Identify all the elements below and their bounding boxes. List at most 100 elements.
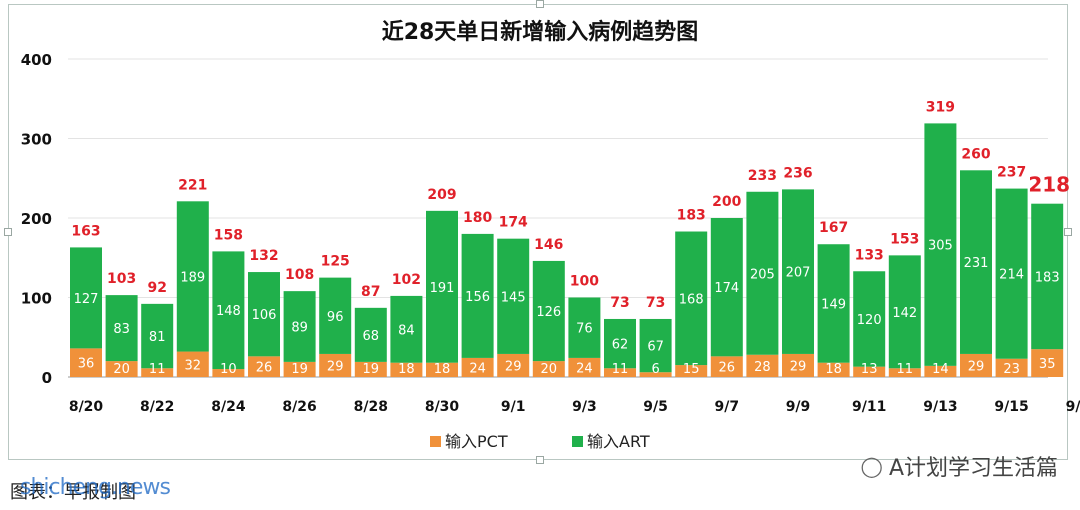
data-label-art-27: 183 <box>1035 270 1060 285</box>
x-tick-label-0: 8/20 <box>69 399 104 415</box>
data-label-total-14: 100 <box>570 274 599 290</box>
x-tick-label-13: 9/15 <box>994 399 1028 415</box>
bar-pct-21 <box>817 362 850 377</box>
bar-art-9 <box>390 295 423 363</box>
data-label-total-24: 319 <box>926 99 955 115</box>
data-label-art-13: 126 <box>536 305 561 320</box>
y-tick-label-3: 300 <box>21 131 52 149</box>
bar-pct-22 <box>853 366 886 377</box>
resize-handle-right[interactable] <box>1064 228 1072 236</box>
bar-art-26 <box>995 188 1028 359</box>
data-label-pct-5: 26 <box>256 361 273 376</box>
bar-art-21 <box>817 244 850 363</box>
data-label-pct-3: 32 <box>185 358 202 373</box>
data-label-total-16: 73 <box>646 295 665 311</box>
data-label-total-0: 163 <box>71 223 100 239</box>
x-tick-label-4: 8/28 <box>354 399 388 415</box>
data-label-total-8: 87 <box>361 284 380 300</box>
data-label-art-26: 214 <box>999 268 1024 283</box>
data-label-art-19: 205 <box>750 267 775 282</box>
data-label-art-6: 89 <box>291 321 308 336</box>
resize-handle-bottom[interactable] <box>536 456 544 464</box>
resize-handle-left[interactable] <box>4 228 12 236</box>
bar-pct-23 <box>888 368 921 377</box>
data-label-total-26: 237 <box>997 165 1026 181</box>
bar-art-25 <box>960 170 992 354</box>
data-label-pct-8: 19 <box>363 362 380 377</box>
data-label-pct-6: 19 <box>291 362 308 377</box>
data-label-total-10: 209 <box>427 187 456 203</box>
bar-pct-19 <box>746 354 779 377</box>
x-tick-label-2: 8/24 <box>211 399 246 415</box>
bar-pct-18 <box>710 356 743 377</box>
data-label-pct-17: 15 <box>683 362 700 377</box>
bar-art-23 <box>888 255 921 369</box>
data-label-pct-4: 10 <box>220 362 237 377</box>
data-label-pct-18: 26 <box>719 361 736 376</box>
bar-art-0 <box>70 247 102 349</box>
bar-pct-11 <box>461 357 494 377</box>
data-label-total-23: 153 <box>890 231 919 247</box>
x-tick-label-7: 9/3 <box>572 399 597 415</box>
data-label-pct-19: 28 <box>754 360 771 375</box>
data-label-pct-20: 29 <box>790 359 807 374</box>
bar-art-20 <box>782 189 814 354</box>
data-label-total-6: 108 <box>285 267 314 283</box>
x-tick-label-6: 9/1 <box>501 399 526 415</box>
data-label-art-7: 96 <box>327 310 344 325</box>
data-label-art-11: 156 <box>465 290 490 305</box>
bar-pct-5 <box>248 356 280 377</box>
x-tick-label-8: 9/5 <box>643 399 668 415</box>
bar-art-8 <box>354 307 387 362</box>
resize-handle-top[interactable] <box>536 0 544 8</box>
bar-pct-10 <box>426 362 458 377</box>
bar-pct-15 <box>604 368 636 377</box>
data-label-art-12: 145 <box>501 290 526 305</box>
x-tick-label-9: 9/7 <box>714 399 739 415</box>
watermark-text: A计划学习生活篇 <box>888 456 1058 481</box>
data-label-art-17: 168 <box>679 292 704 307</box>
data-label-pct-2: 11 <box>149 362 166 377</box>
data-label-pct-16: 6 <box>651 362 659 377</box>
data-label-total-20: 236 <box>783 165 812 181</box>
data-label-total-15: 73 <box>610 295 629 311</box>
bar-pct-26 <box>995 358 1028 377</box>
data-label-art-10: 191 <box>430 281 455 296</box>
bar-art-17 <box>675 231 708 366</box>
source-caption: 图表：早报制图 <box>10 482 136 503</box>
data-label-total-19: 233 <box>748 168 777 184</box>
data-label-art-15: 62 <box>612 338 629 353</box>
data-label-art-25: 231 <box>964 256 989 271</box>
data-label-art-21: 149 <box>821 297 846 312</box>
wechat-icon: ◯ <box>860 454 883 478</box>
legend-swatch-0 <box>430 436 441 447</box>
bar-art-18 <box>710 218 743 357</box>
data-label-total-17: 183 <box>677 208 706 224</box>
x-tick-label-5: 8/30 <box>425 399 460 415</box>
y-tick-label-2: 200 <box>21 210 52 228</box>
data-label-total-12: 174 <box>499 215 528 231</box>
data-label-pct-26: 23 <box>1003 362 1020 377</box>
y-tick-label-1: 100 <box>21 290 52 308</box>
data-label-pct-27: 35 <box>1039 357 1056 372</box>
bar-art-3 <box>176 201 209 352</box>
data-label-art-16: 67 <box>647 340 664 355</box>
bar-pct-12 <box>497 353 530 377</box>
legend-label-1: 输入ART <box>587 432 650 451</box>
bar-art-16 <box>639 318 672 373</box>
bar-art-5 <box>248 272 280 357</box>
bar-art-15 <box>604 318 636 369</box>
data-label-total-21: 167 <box>819 220 848 236</box>
y-tick-label-4: 400 <box>21 51 52 69</box>
data-label-pct-0: 36 <box>78 357 95 372</box>
bar-pct-24 <box>924 365 957 377</box>
x-tick-label-1: 8/22 <box>140 399 174 415</box>
data-label-art-9: 84 <box>398 323 415 338</box>
data-label-total-18: 200 <box>712 194 741 210</box>
bar-art-12 <box>497 238 530 354</box>
data-label-pct-14: 24 <box>576 361 593 376</box>
data-label-total-7: 125 <box>321 254 350 270</box>
bar-pct-1 <box>105 361 138 377</box>
bar-art-4 <box>212 251 245 370</box>
